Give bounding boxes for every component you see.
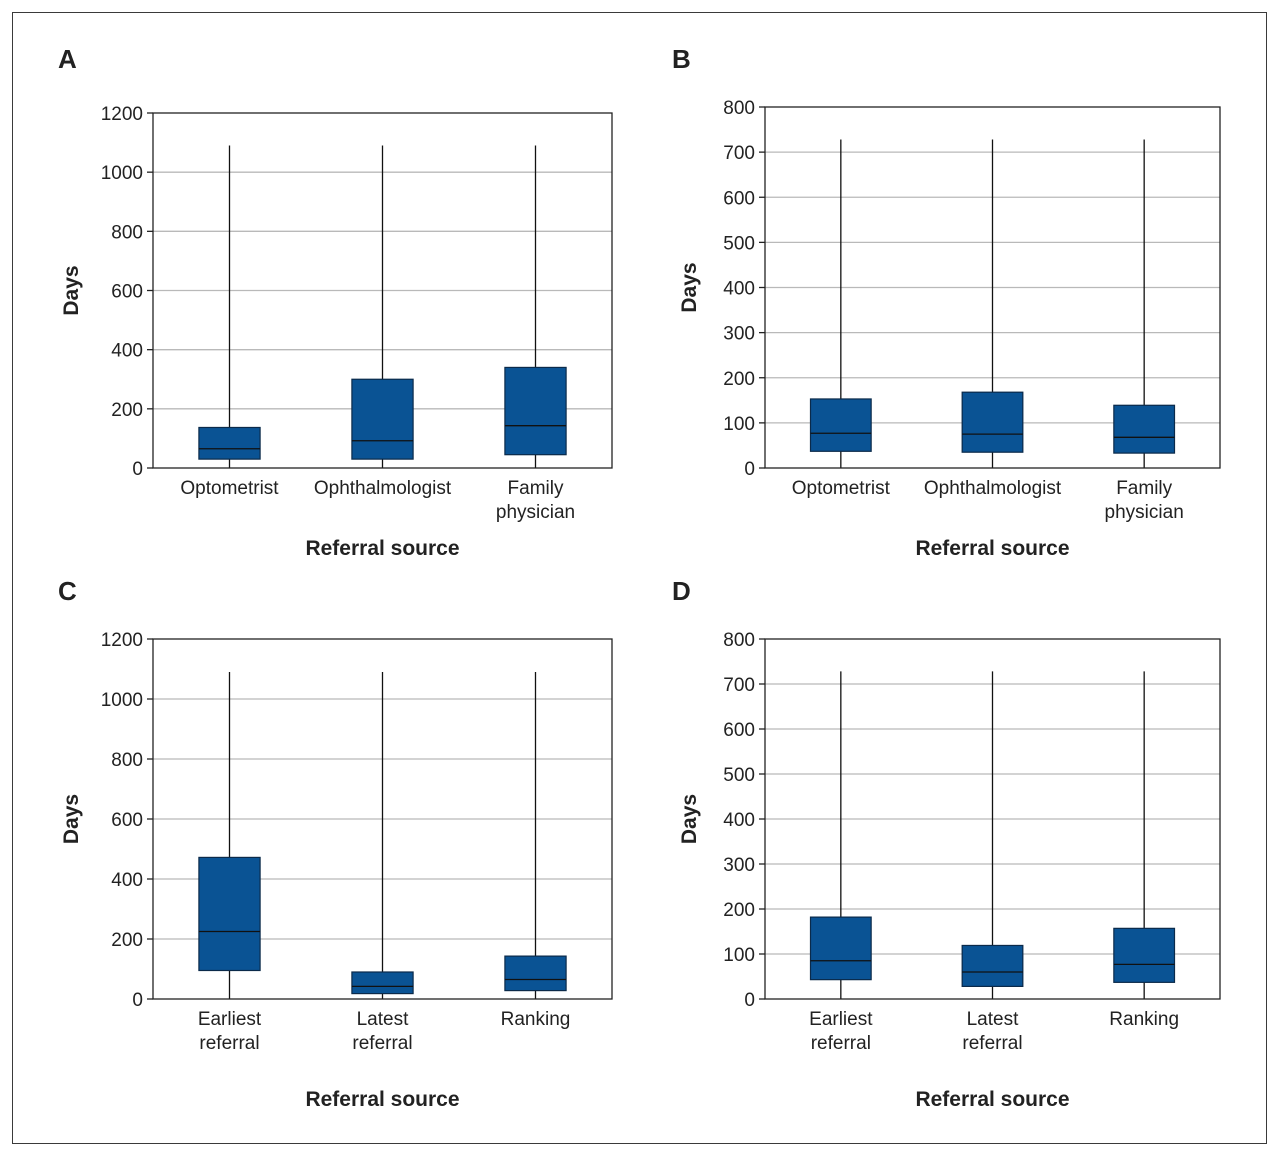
panel-letter: B <box>672 44 691 74</box>
y-tick-label: 200 <box>723 900 755 921</box>
panel-letter: D <box>672 576 691 606</box>
panel-letter: C <box>58 576 77 606</box>
y-tick-label: 200 <box>111 400 143 421</box>
category-label: Ophthalmologist <box>314 478 452 499</box>
box <box>198 426 261 460</box>
panel-d: D Earliest referral Latest referral Ranking 0 1… <box>672 576 1221 1111</box>
y-tick-label: 400 <box>111 870 143 891</box>
x-axis-title: Referral source <box>305 537 459 560</box>
category-label: Latest referral <box>352 1009 412 1054</box>
y-tick-label: 600 <box>111 810 143 831</box>
y-tick-label: 600 <box>723 720 755 741</box>
y-tick-label: 300 <box>723 324 755 345</box>
y-tick-label: 800 <box>723 630 755 651</box>
panel-b: B Optometrist Ophthalmologist Family physici… <box>672 44 1221 560</box>
y-tick-label: 200 <box>111 930 143 951</box>
category-label: Earliest referral <box>809 1009 873 1054</box>
y-tick-label: 600 <box>111 282 143 303</box>
box <box>809 916 872 981</box>
x-axis-title: Referral source <box>915 1088 1069 1111</box>
y-tick-label: 0 <box>744 990 755 1011</box>
y-axis-title: Days <box>678 262 701 312</box>
y-tick-label: 0 <box>132 459 143 480</box>
y-tick-label: 400 <box>111 341 143 362</box>
category-label: Latest referral <box>962 1009 1022 1054</box>
panel-a: A Optometrist Ophthalmologist Family physici… <box>58 44 613 560</box>
category-label: Ophthalmologist <box>924 478 1062 499</box>
box <box>504 366 567 456</box>
category-label: Ranking <box>501 1009 571 1030</box>
panel-letter: A <box>58 44 77 74</box>
y-tick-label: 0 <box>744 459 755 480</box>
category-label: Family physician <box>496 478 575 523</box>
y-tick-label: 500 <box>723 233 755 254</box>
box <box>809 398 872 452</box>
y-tick-label: 200 <box>723 369 755 390</box>
box <box>1113 404 1176 454</box>
y-axis-title: Days <box>60 794 83 844</box>
y-tick-label: 100 <box>723 414 755 435</box>
y-tick-label: 700 <box>723 143 755 164</box>
y-axis-title: Days <box>678 794 701 844</box>
y-axis-title: Days <box>60 265 83 315</box>
y-tick-label: 1000 <box>101 163 143 184</box>
y-tick-label: 600 <box>723 188 755 209</box>
box <box>351 378 414 460</box>
x-axis-title: Referral source <box>305 1088 459 1111</box>
category-label: Optometrist <box>792 478 891 499</box>
y-tick-label: 800 <box>111 222 143 243</box>
box <box>961 391 1024 453</box>
category-label: Family physician <box>1105 478 1184 523</box>
box <box>504 955 567 992</box>
y-tick-label: 300 <box>723 855 755 876</box>
y-tick-label: 400 <box>723 279 755 300</box>
y-tick-label: 100 <box>723 945 755 966</box>
category-label: Earliest referral <box>198 1009 262 1054</box>
y-tick-label: 400 <box>723 810 755 831</box>
box <box>961 944 1024 988</box>
y-tick-label: 800 <box>723 98 755 119</box>
y-tick-label: 1000 <box>101 690 143 711</box>
box <box>198 856 261 972</box>
y-tick-label: 1200 <box>101 104 143 125</box>
x-axis-title: Referral source <box>915 537 1069 560</box>
category-label: Ranking <box>1109 1009 1179 1030</box>
y-tick-label: 500 <box>723 765 755 786</box>
y-tick-label: 700 <box>723 675 755 696</box>
category-label: Optometrist <box>180 478 279 499</box>
box <box>1113 927 1176 983</box>
y-tick-label: 1200 <box>101 630 143 651</box>
box <box>351 971 414 995</box>
y-tick-label: 800 <box>111 750 143 771</box>
y-tick-label: 0 <box>132 990 143 1011</box>
panel-c: C Earliest referral Latest referral Ranking 0 2… <box>58 576 613 1111</box>
